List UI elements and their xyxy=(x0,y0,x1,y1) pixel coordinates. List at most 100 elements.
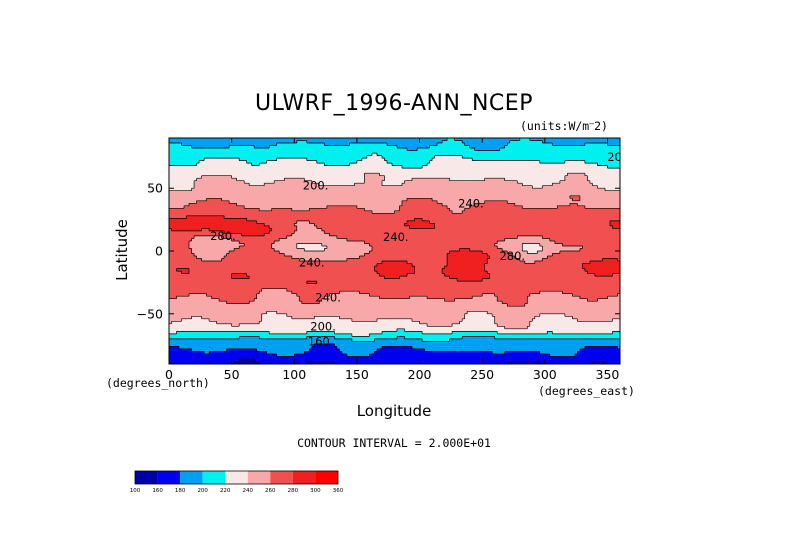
heatmap-cell xyxy=(381,153,385,156)
heatmap-cell xyxy=(459,183,463,187)
heatmap-cell xyxy=(562,175,566,179)
heatmap-cell xyxy=(359,198,363,202)
heatmap-cell xyxy=(579,138,583,141)
heatmap-cell xyxy=(249,140,253,144)
heatmap-cell xyxy=(231,163,235,167)
heatmap-cell xyxy=(354,178,358,182)
heatmap-cell xyxy=(351,143,355,146)
heatmap-cell xyxy=(444,190,448,194)
heatmap-cell xyxy=(249,160,253,164)
heatmap-cell xyxy=(432,155,435,159)
heatmap-cell xyxy=(371,173,375,177)
heatmap-cell xyxy=(567,138,571,141)
heatmap-cell xyxy=(321,153,325,156)
heatmap-cell xyxy=(482,140,486,144)
heatmap-cell xyxy=(539,153,543,156)
heatmap-cell xyxy=(266,193,270,197)
heatmap-cell xyxy=(404,183,408,187)
heatmap-cell xyxy=(359,205,363,209)
heatmap-cell xyxy=(339,193,343,197)
heatmap-cell xyxy=(241,168,245,172)
heatmap-cell xyxy=(427,185,430,189)
heatmap-cell xyxy=(574,155,578,159)
heatmap-cell xyxy=(442,185,446,189)
heatmap-cell xyxy=(587,168,591,172)
heatmap-cell xyxy=(349,170,353,174)
heatmap-cell xyxy=(229,165,233,169)
heatmap-cell xyxy=(477,183,481,187)
heatmap-cell xyxy=(264,183,268,187)
heatmap-cell xyxy=(574,138,578,141)
heatmap-cell xyxy=(236,190,240,194)
heatmap-cell xyxy=(594,150,598,154)
heatmap-cell xyxy=(517,183,521,187)
heatmap-cell xyxy=(251,203,255,207)
heatmap-cell xyxy=(234,183,238,187)
heatmap-cell xyxy=(386,165,390,169)
heatmap-cell xyxy=(569,173,573,177)
heatmap-cell xyxy=(562,195,566,199)
heatmap-cell xyxy=(346,163,350,167)
heatmap-cell xyxy=(532,140,536,144)
heatmap-cell xyxy=(374,173,378,177)
heatmap-cell xyxy=(489,180,493,184)
heatmap-cell xyxy=(429,198,433,202)
heatmap-cell xyxy=(384,153,388,156)
heatmap-cell xyxy=(517,170,521,174)
heatmap-cell xyxy=(381,165,385,169)
heatmap-cell xyxy=(379,188,383,192)
heatmap-cell xyxy=(579,183,583,187)
heatmap-cell xyxy=(334,188,338,192)
heatmap-cell xyxy=(579,165,583,169)
heatmap-cell xyxy=(427,190,430,194)
heatmap-cell xyxy=(279,140,283,144)
heatmap-cell xyxy=(344,180,348,184)
heatmap-cell xyxy=(592,150,596,154)
heatmap-cell xyxy=(256,150,260,154)
heatmap-cell xyxy=(364,188,368,192)
heatmap-cell xyxy=(351,180,355,184)
heatmap-cell xyxy=(256,148,260,151)
heatmap-cell xyxy=(599,138,603,141)
heatmap-cell xyxy=(542,138,546,141)
heatmap-cell xyxy=(457,203,461,207)
heatmap-cell xyxy=(407,153,410,156)
heatmap-cell xyxy=(304,183,308,187)
heatmap-cell xyxy=(589,175,593,179)
heatmap-cell xyxy=(429,173,433,177)
heatmap-cell xyxy=(324,145,328,149)
heatmap-cell xyxy=(582,178,586,182)
heatmap-cell xyxy=(264,170,268,174)
heatmap-cell xyxy=(427,198,430,202)
heatmap-cell xyxy=(326,178,330,182)
heatmap-cell xyxy=(424,193,428,197)
heatmap-cell xyxy=(439,138,443,141)
heatmap-cell xyxy=(309,180,313,184)
heatmap-cell xyxy=(607,145,611,149)
heatmap-cell xyxy=(321,150,325,154)
heatmap-cell xyxy=(429,158,433,161)
heatmap-cell xyxy=(186,163,190,167)
heatmap-cell xyxy=(341,198,345,202)
heatmap-cell xyxy=(186,143,190,146)
heatmap-cell xyxy=(474,143,478,146)
heatmap-cell xyxy=(259,193,263,197)
heatmap-cell xyxy=(587,150,591,154)
heatmap-cell xyxy=(609,143,613,146)
heatmap-cell xyxy=(419,150,423,154)
heatmap-cell xyxy=(407,193,410,197)
heatmap-cell xyxy=(424,153,428,156)
heatmap-cell xyxy=(346,140,350,144)
heatmap-cell xyxy=(497,155,501,159)
heatmap-cell xyxy=(231,138,235,141)
heatmap-cell xyxy=(397,193,400,197)
heatmap-cell xyxy=(564,138,568,141)
heatmap-cell xyxy=(344,163,348,167)
heatmap-cell xyxy=(349,175,353,179)
heatmap-cell xyxy=(529,190,533,194)
heatmap-cell xyxy=(587,195,591,199)
heatmap-cell xyxy=(547,150,551,154)
heatmap-cell xyxy=(371,178,375,182)
heatmap-cell xyxy=(276,168,280,172)
heatmap-cell xyxy=(489,200,493,204)
